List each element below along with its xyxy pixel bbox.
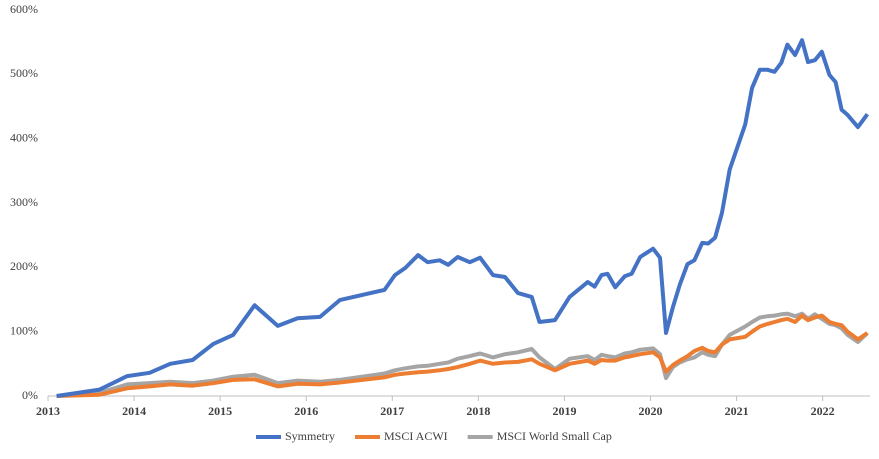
x-tick-label: 2015 <box>208 404 232 418</box>
y-tick-label: 300% <box>10 195 38 209</box>
y-tick-label: 200% <box>10 259 38 273</box>
x-tick-label: 2018 <box>466 404 490 418</box>
y-tick-label: 400% <box>10 130 38 144</box>
y-tick-label: 100% <box>10 323 38 337</box>
y-tick-label: 600% <box>10 2 38 16</box>
y-tick-label: 0% <box>22 388 38 402</box>
x-tick-label: 2021 <box>725 404 749 418</box>
x-tick-label: 2017 <box>380 404 404 418</box>
x-tick-label: 2019 <box>552 404 576 418</box>
legend-label: Symmetry <box>285 429 335 443</box>
x-tick-label: 2022 <box>811 404 835 418</box>
x-tick-label: 2014 <box>122 404 146 418</box>
x-tick-label: 2013 <box>36 404 60 418</box>
legend-label: MSCI World Small Cap <box>497 429 612 443</box>
legend-label: MSCI ACWI <box>384 429 448 443</box>
x-tick-label: 2020 <box>639 404 663 418</box>
y-tick-label: 500% <box>10 66 38 80</box>
x-tick-label: 2016 <box>294 404 318 418</box>
series-line <box>56 311 869 398</box>
series-line <box>56 313 869 398</box>
series-line <box>56 38 870 398</box>
